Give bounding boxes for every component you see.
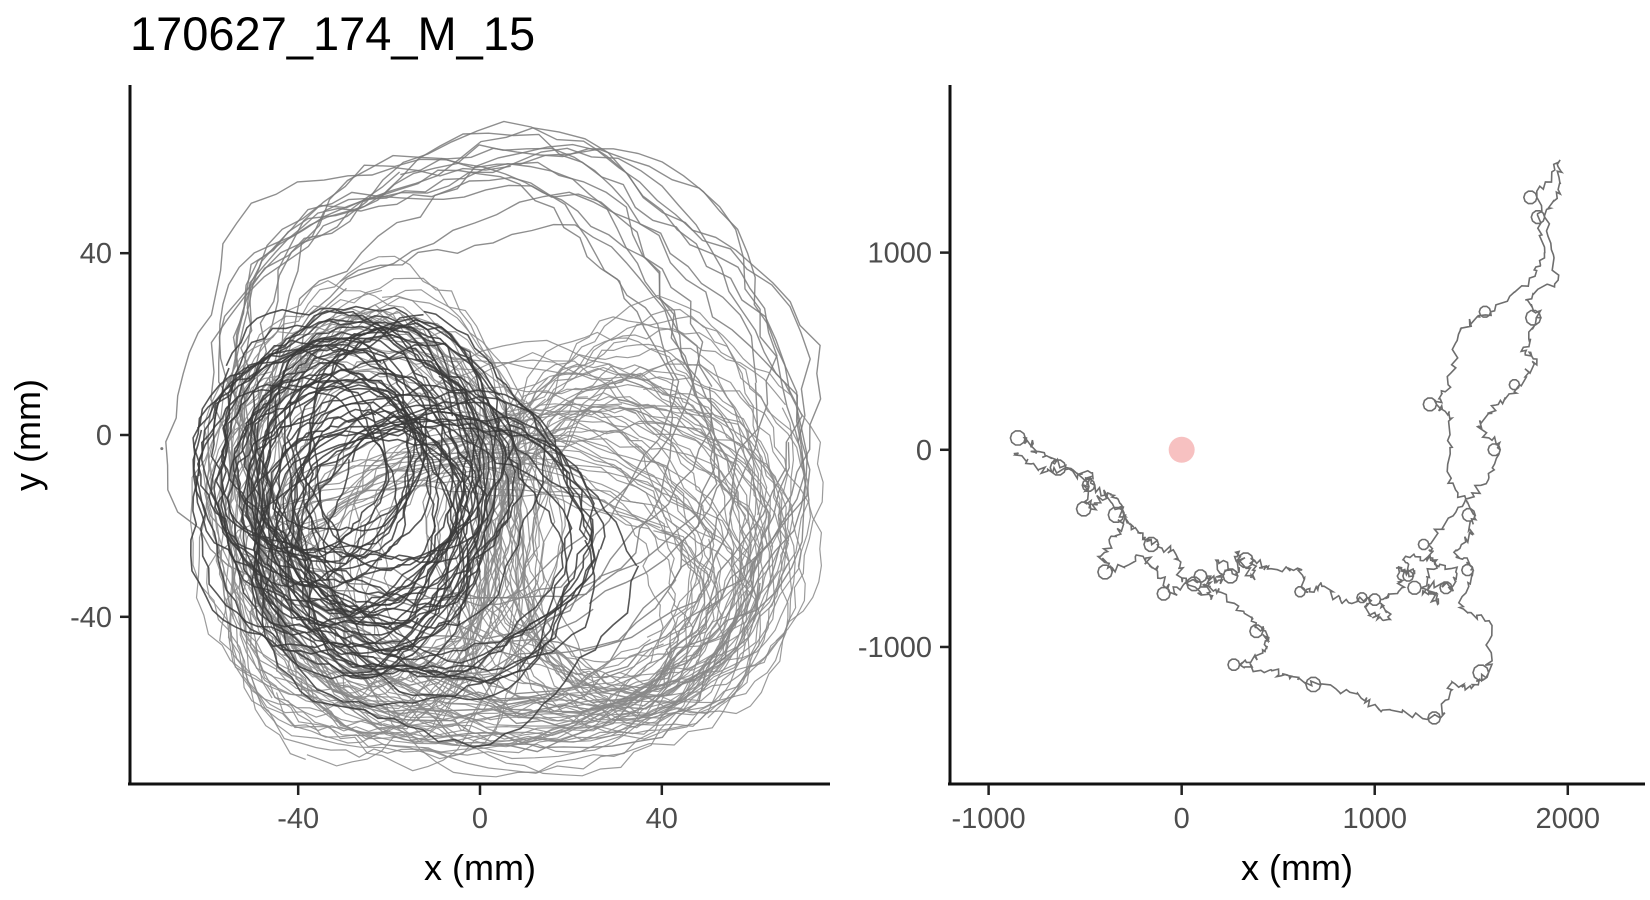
left-y-tick-label: 40 [80,238,112,270]
left-x-ticks: -40 0 40 [277,785,678,835]
left-y-ticks: -40 0 40 [70,238,130,634]
local-track-loop [476,392,793,707]
left-y-axis-title: y (mm) [7,379,48,491]
local-track-loop [261,349,485,619]
local-track-loop [497,343,764,687]
local-arena-panel: -40 0 40 -40 0 40 x (mm) y (mm) [7,85,830,888]
local-track-loop [502,395,737,703]
local-track-loop [257,463,677,722]
local-track-loop [262,350,506,692]
local-track-loop [266,430,472,669]
local-track-loop [425,366,787,723]
local-track-loop [508,364,757,693]
local-track-loop [465,363,823,728]
local-track-loop [352,425,725,744]
local-track-loop [502,294,824,716]
global-trajectory-tracks [1009,159,1565,725]
local-track-loop [196,348,412,588]
local-track-loop [292,410,593,684]
local-track-loop [286,422,565,679]
local-track-loop [247,384,471,645]
local-track-loop [250,449,710,727]
local-track-loop [373,403,716,690]
local-track-loop [221,337,425,565]
local-track-loop [531,372,762,689]
local-track-loop [219,316,497,713]
local-track-loop [497,316,796,722]
local-track-loop [295,339,783,747]
local-track-loop [489,347,774,718]
local-track-loop [195,316,502,744]
right-x-ticks: -1000 0 1000 2000 [952,785,1601,835]
local-track-loop [241,401,481,680]
plot-title: 170627_174_M_15 [130,7,535,60]
local-track-loop [261,395,640,749]
local-track-loop [279,389,596,677]
left-y-tick-label: 0 [96,420,112,452]
local-track-loop [236,162,713,640]
local-track-loop [532,357,790,706]
right-y-tick-label: 1000 [867,238,932,270]
local-track-loop [213,384,399,587]
local-track-loop [251,427,465,680]
local-track-loop [241,377,432,584]
local-track-loop [220,372,388,562]
local-trajectory-tracks [160,120,824,778]
right-y-ticks: -1000 0 1000 [858,238,950,664]
left-x-tick-label: 40 [646,803,678,835]
local-track-loop [241,361,417,551]
global-trajectory-line [1009,159,1565,725]
right-y-tick-label: -1000 [858,632,932,664]
local-track-loop [192,308,497,652]
local-track-loop [449,406,764,718]
local-track-loop [252,418,573,708]
local-track-loop [296,400,606,685]
left-x-tick-label: -40 [277,803,319,835]
global-trajectory-panel: -1000 0 1000 2000 -1000 0 1000 x (mm) [858,85,1645,888]
left-x-tick-label: 0 [472,803,488,835]
local-track-loop [260,325,490,598]
local-track-loop [253,369,427,559]
right-x-axis-title: x (mm) [1241,847,1353,888]
local-track-loop [206,454,720,760]
local-track-loop [261,331,507,618]
local-track-loop [340,403,754,753]
start-marker [1168,436,1195,463]
local-track-loop [210,318,469,611]
right-x-tick-label: 1000 [1342,803,1407,835]
right-x-tick-label: 0 [1174,803,1190,835]
right-x-tick-label: 2000 [1536,803,1601,835]
left-x-axis-title: x (mm) [424,847,536,888]
local-track-loop [240,462,703,738]
local-track-loop [492,327,788,717]
right-y-tick-label: 0 [916,435,932,467]
local-track-loop [356,425,707,721]
local-start-point [160,447,164,451]
left-y-tick-label: -40 [70,602,112,634]
right-x-tick-label: -1000 [952,803,1026,835]
